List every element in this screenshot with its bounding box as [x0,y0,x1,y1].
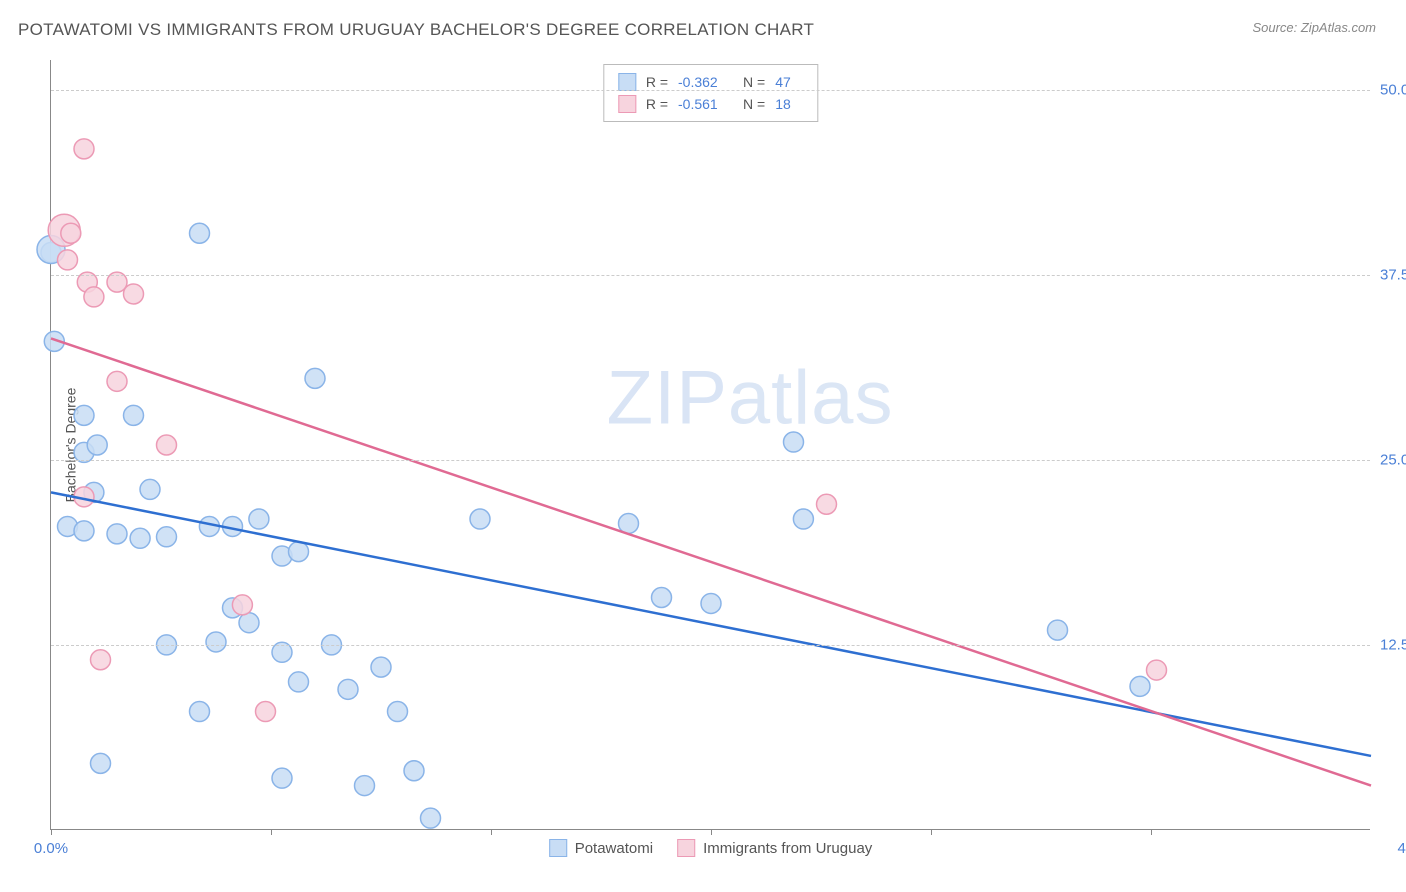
legend-correlation-row: R = -0.561 N = 18 [618,93,803,115]
data-point [355,776,375,796]
data-point [157,527,177,547]
legend-correlation: R = -0.362 N = 47 R = -0.561 N = 18 [603,64,818,122]
data-point [256,702,276,722]
trend-line [51,338,1371,785]
x-tick-mark [271,829,272,835]
scatter-plot [51,60,1370,829]
data-point [84,287,104,307]
header: POTAWATOMI VS IMMIGRANTS FROM URUGUAY BA… [0,0,1406,50]
data-point [404,761,424,781]
n-label: N = [743,96,765,112]
legend-swatch [618,95,636,113]
r-label: R = [646,74,668,90]
chart-area: Bachelor's Degree ZIPatlas R =-0.362N =4… [50,60,1370,830]
data-point [371,657,391,677]
source-label: Source: ZipAtlas.com [1252,20,1376,35]
n-value: 47 [775,74,803,90]
data-point [239,613,259,633]
legend-swatch [618,73,636,91]
data-point [190,223,210,243]
y-tick-label: 50.0% [1380,81,1406,98]
data-point [140,479,160,499]
gridline [51,90,1370,91]
data-point [793,509,813,529]
chart-title: POTAWATOMI VS IMMIGRANTS FROM URUGUAY BA… [18,20,814,40]
x-tick-label: 0.0% [34,840,68,857]
data-point [58,250,78,270]
legend-series-label: Immigrants from Uruguay [703,840,872,857]
data-point [289,672,309,692]
data-point [289,542,309,562]
n-value: 18 [775,96,803,112]
r-value: -0.561 [678,96,733,112]
data-point [130,528,150,548]
data-point [87,435,107,455]
data-point [74,521,94,541]
y-tick-label: 12.5% [1380,636,1406,653]
y-tick-label: 25.0% [1380,451,1406,468]
gridline [51,645,1370,646]
r-label: R = [646,96,668,112]
legend-series-label: Potawatomi [575,840,653,857]
data-point [74,139,94,159]
data-point [470,509,490,529]
x-max-label: 40.0% [1397,840,1406,857]
x-tick-mark [711,829,712,835]
x-tick-mark [931,829,932,835]
data-point [421,808,441,828]
data-point [388,702,408,722]
legend-swatch [677,839,695,857]
gridline [51,275,1370,276]
data-point [107,524,127,544]
r-value: -0.362 [678,74,733,90]
x-tick-mark [491,829,492,835]
legend-series: Potawatomi Immigrants from Uruguay [549,839,873,857]
data-point [784,432,804,452]
data-point [91,753,111,773]
data-point [190,702,210,722]
legend-series-item: Potawatomi [549,839,653,857]
data-point [124,405,144,425]
n-label: N = [743,74,765,90]
data-point [206,632,226,652]
data-point [305,368,325,388]
data-point [232,595,252,615]
data-point [1048,620,1068,640]
legend-swatch [549,839,567,857]
data-point [157,435,177,455]
data-point [124,284,144,304]
x-tick-mark [51,829,52,835]
data-point [91,650,111,670]
data-point [74,405,94,425]
data-point [817,494,837,514]
legend-series-item: Immigrants from Uruguay [677,839,872,857]
gridline [51,460,1370,461]
data-point [701,593,721,613]
y-tick-label: 37.5% [1380,266,1406,283]
data-point [1130,676,1150,696]
data-point [249,509,269,529]
data-point [1147,660,1167,680]
x-tick-mark [1151,829,1152,835]
data-point [652,588,672,608]
data-point [272,768,292,788]
data-point [338,679,358,699]
data-point [107,371,127,391]
data-point [61,223,81,243]
